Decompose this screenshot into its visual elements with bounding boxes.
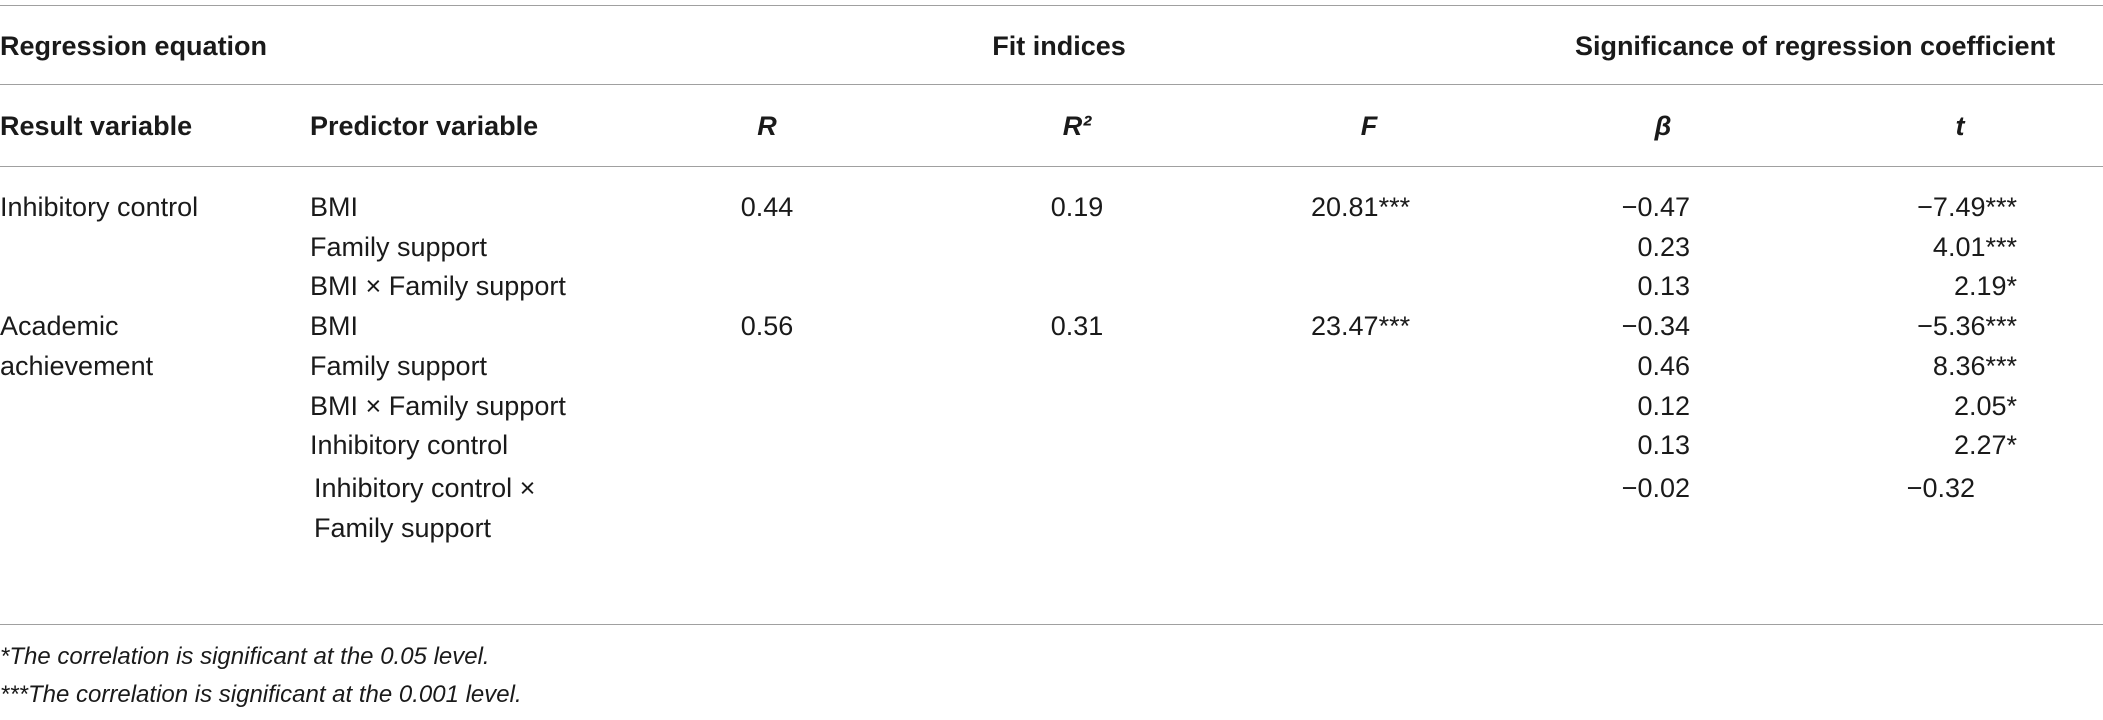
column-header: Result variable: [0, 111, 193, 141]
beta-value: 0.23: [1637, 231, 1690, 262]
beta-value: −0.47: [1621, 192, 1690, 222]
result-variable: Inhibitory control: [0, 192, 199, 222]
column-header: R²: [1062, 111, 1092, 141]
predictor-variable: Family support: [310, 350, 488, 381]
predictor-variable: Inhibitory control × Family support: [314, 472, 536, 543]
result-variable: Academic achievement: [0, 311, 154, 382]
group-header: Fit indices: [992, 31, 1126, 61]
footnote: ***The correlation is significant at the…: [0, 681, 522, 708]
t-value: 2.19*: [1953, 271, 2017, 302]
column-header: β: [1654, 111, 1672, 141]
t-value: 2.05*: [1953, 390, 2017, 421]
beta-value: 0.13: [1637, 271, 1690, 302]
predictor-variable: BMI × Family support: [310, 271, 566, 302]
predictor-variable: BMI: [310, 311, 359, 342]
r-value: 0.44: [740, 192, 794, 222]
r-value: 0.56: [740, 311, 794, 342]
t-value: 8.36***: [1932, 350, 2017, 381]
r2-value: 0.19: [1050, 192, 1104, 222]
column-header: Predictor variable: [310, 111, 539, 141]
beta-value: 0.12: [1637, 390, 1690, 421]
f-value: 20.81***: [1311, 192, 1411, 222]
column-header: t: [1955, 111, 1965, 141]
group-header: Regression equation: [0, 31, 268, 61]
rule: [0, 84, 2103, 85]
t-value: −0.32: [1906, 472, 1975, 503]
footnote: *The correlation is significant at the 0…: [0, 643, 490, 670]
beta-value: −0.02: [1621, 472, 1690, 503]
r2-value: 0.31: [1050, 311, 1104, 342]
f-value: 23.47***: [1311, 311, 1411, 342]
t-value: 4.01***: [1932, 231, 2017, 262]
t-value: 2.27*: [1953, 430, 2017, 461]
column-header: F: [1360, 111, 1378, 141]
predictor-variable: Family support: [310, 231, 488, 262]
beta-value: 0.46: [1637, 350, 1690, 381]
rule: [0, 5, 2103, 6]
group-header: Significance of regression coefficient: [1574, 31, 2056, 61]
predictor-variable: Inhibitory control: [310, 430, 509, 461]
beta-value: 0.13: [1637, 430, 1690, 461]
column-header: R: [757, 111, 777, 141]
predictor-variable: BMI: [310, 192, 359, 222]
rule: [0, 166, 2103, 167]
predictor-variable: BMI × Family support: [310, 390, 566, 421]
rule: [0, 624, 2103, 625]
t-value: −7.49***: [1917, 192, 2017, 222]
t-value: −5.36***: [1917, 311, 2017, 342]
beta-value: −0.34: [1621, 311, 1690, 342]
